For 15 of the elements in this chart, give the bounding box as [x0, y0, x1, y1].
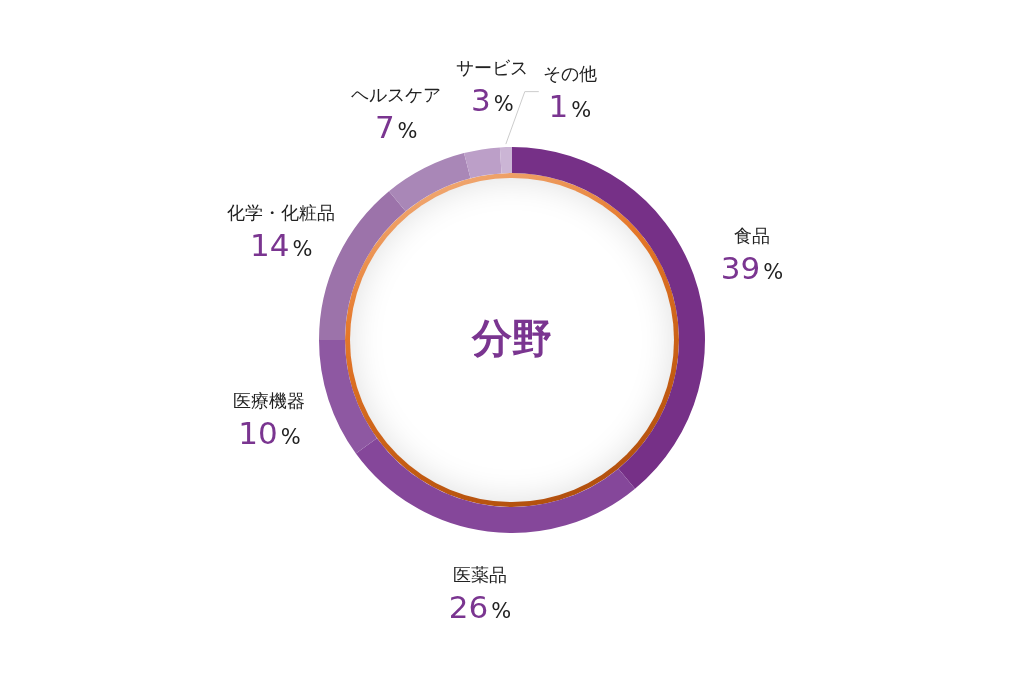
- slice-label: 医薬品: [453, 563, 508, 585]
- data-label: 26%: [448, 588, 512, 625]
- data-label: 10%: [238, 414, 301, 451]
- data-label: 14%: [250, 227, 313, 264]
- data-label: 1%: [548, 87, 592, 124]
- data-label: 3%: [471, 81, 514, 118]
- text: 分野: [471, 315, 552, 362]
- data-label: 39%: [720, 249, 784, 286]
- slice-label: 食品: [733, 224, 770, 246]
- slice-label: その他: [542, 62, 597, 84]
- slice-label: 化学・化粧品: [227, 202, 336, 224]
- slice-label: ヘルスケア: [351, 83, 442, 105]
- slice-label: サービス: [456, 56, 529, 78]
- slice-label: 医療機器: [233, 389, 306, 411]
- data-label: 7%: [374, 108, 418, 145]
